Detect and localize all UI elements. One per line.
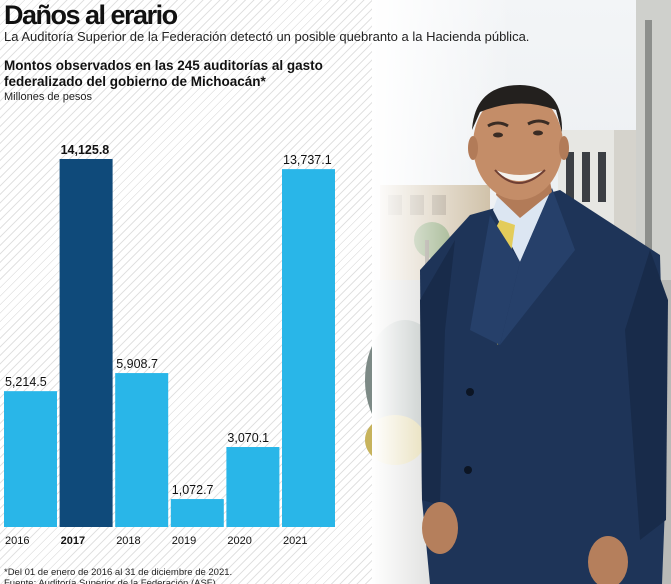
category-label-2019: 2019 bbox=[172, 535, 196, 547]
value-label-2018: 5,908.7 bbox=[116, 357, 158, 371]
page-subtitle: La Auditoría Superior de la Federación d… bbox=[4, 29, 530, 44]
y-axis-unit-label: Millones de pesos bbox=[4, 91, 93, 103]
value-label-2021: 13,737.1 bbox=[283, 153, 332, 167]
footnote: *Del 01 de enero de 2016 al 31 de diciem… bbox=[4, 567, 233, 578]
bar-2016 bbox=[4, 391, 57, 527]
category-label-2017: 2017 bbox=[61, 535, 85, 547]
bar-2017 bbox=[59, 159, 113, 527]
value-label-2019: 1,072.7 bbox=[172, 483, 214, 497]
bar-2018 bbox=[115, 373, 169, 527]
value-label-2017: 14,125.8 bbox=[61, 143, 110, 157]
bar-2019 bbox=[170, 499, 224, 527]
category-label-2016: 2016 bbox=[5, 535, 29, 547]
chart-title: Montos observados en las 245 auditorías … bbox=[4, 58, 323, 89]
source-note: Fuente: Auditoría Superior de la Federac… bbox=[4, 578, 219, 584]
bar-2021 bbox=[282, 169, 335, 527]
category-label-2021: 2021 bbox=[283, 535, 307, 547]
value-label-2016: 5,214.5 bbox=[5, 375, 47, 389]
category-label-2020: 2020 bbox=[227, 535, 251, 547]
category-label-2018: 2018 bbox=[116, 535, 140, 547]
page-title: Daños al erario bbox=[4, 0, 178, 30]
bar-2020 bbox=[226, 447, 280, 527]
value-label-2020: 3,070.1 bbox=[227, 431, 269, 445]
